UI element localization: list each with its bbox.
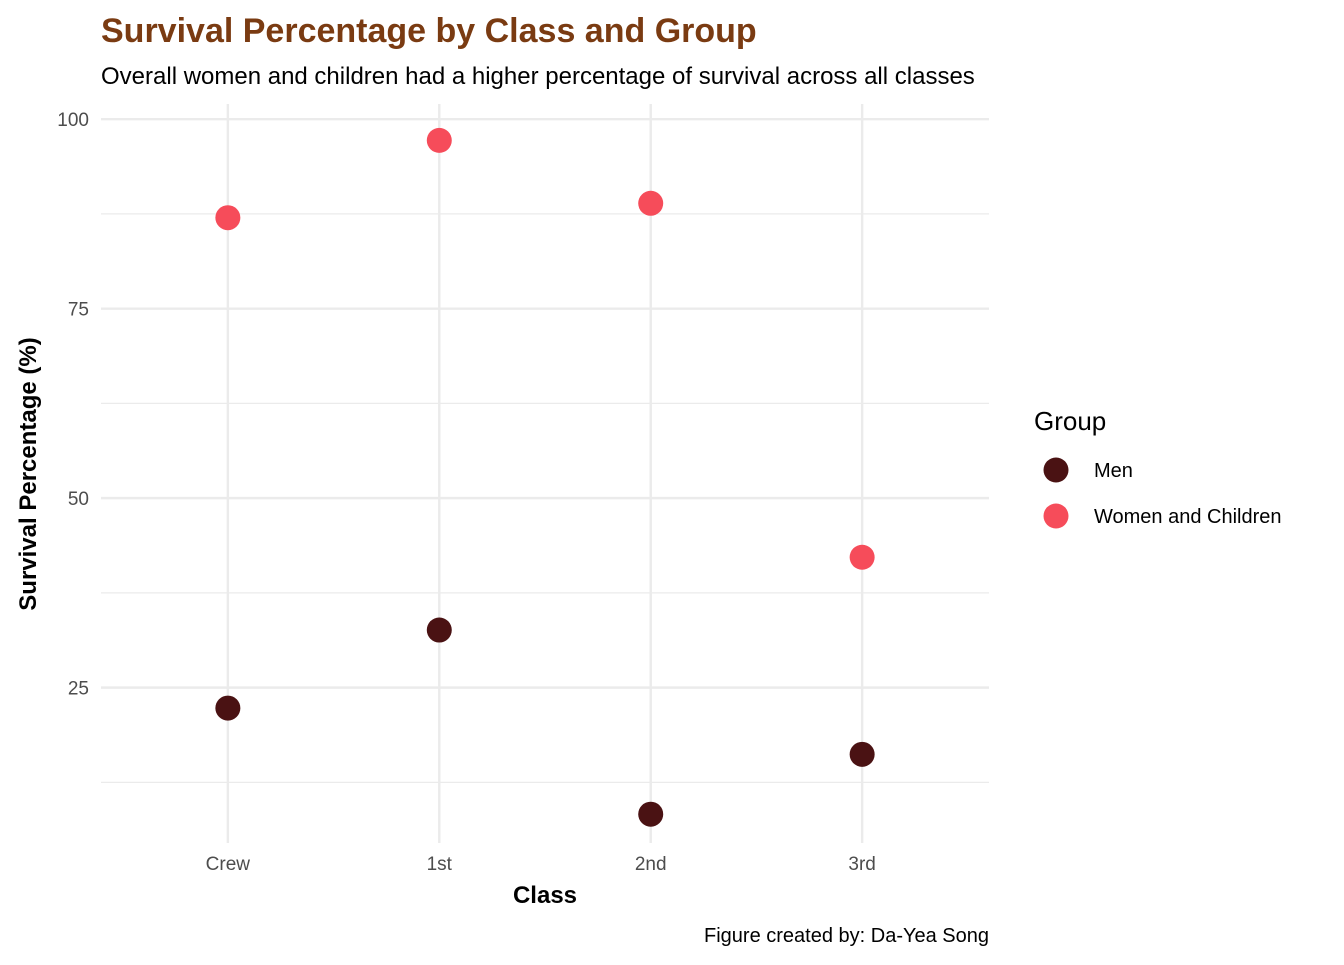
data-point [638,190,664,216]
grid-major [101,104,989,843]
x-axis-title: Class [513,882,577,909]
x-tick-label: Crew [206,854,251,875]
data-points [215,127,875,827]
chart-caption: Figure created by: Da-Yea Song [704,925,989,947]
chart-title: Survival Percentage by Class and Group [101,12,757,50]
y-axis-title: Survival Percentage (%) [15,337,42,610]
x-tick-label: 1st [427,854,453,875]
y-axis-ticks: 25 50 75 100 [57,110,89,699]
data-point [215,695,241,721]
y-tick-label: 100 [57,110,89,131]
data-point [638,801,664,827]
legend: Group Men Women and Children [1034,406,1282,529]
grid-minor [101,213,989,783]
data-point [426,127,452,153]
x-tick-label: 3rd [848,854,875,875]
y-tick-label: 50 [68,489,89,510]
x-tick-label: 2nd [635,854,667,875]
legend-title: Group [1034,406,1106,436]
data-point [849,741,875,767]
legend-key [1043,457,1069,483]
data-point [215,205,241,231]
legend-label: Men [1094,460,1133,482]
data-point [849,544,875,570]
chart-subtitle: Overall women and children had a higher … [101,63,975,90]
x-axis-ticks: Crew 1st 2nd 3rd [206,854,876,875]
y-tick-label: 25 [68,679,89,700]
data-point [426,617,452,643]
y-tick-label: 75 [68,300,89,321]
legend-label: Women and Children [1094,506,1282,528]
legend-key [1043,503,1069,529]
